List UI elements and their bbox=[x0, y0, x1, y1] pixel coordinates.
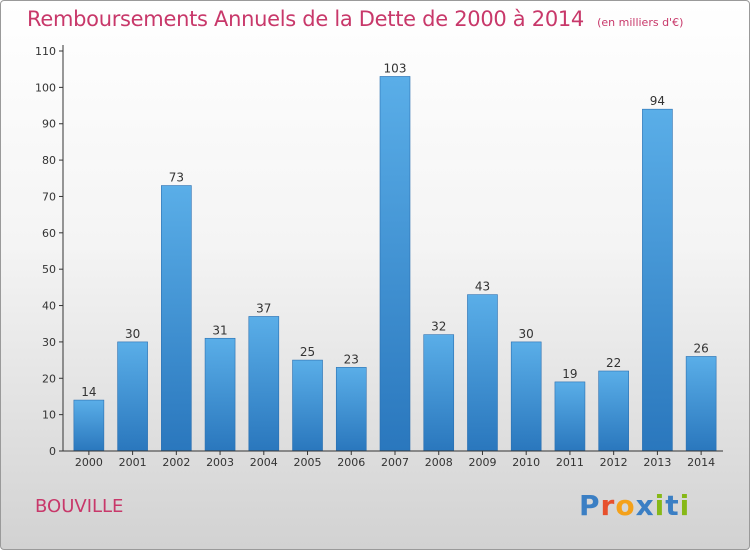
bar-2003 bbox=[204, 337, 236, 452]
value-label-2007: 103 bbox=[384, 61, 407, 75]
bar-2006 bbox=[335, 367, 367, 452]
value-label-2003: 31 bbox=[212, 323, 227, 337]
y-tick-label-70: 70 bbox=[42, 190, 56, 203]
value-label-2008: 32 bbox=[431, 320, 446, 334]
bar-2004 bbox=[248, 316, 280, 452]
chart-subtitle: (en milliers d'€) bbox=[597, 16, 684, 29]
bar-2014 bbox=[685, 356, 717, 452]
proxiti-logo: Proxiti bbox=[579, 489, 690, 522]
town-name: BOUVILLE bbox=[35, 496, 124, 517]
bar-2007 bbox=[379, 76, 411, 452]
bar-2013 bbox=[642, 108, 673, 452]
x-tick-label-2007: 2007 bbox=[381, 456, 409, 469]
y-tick-label-100: 100 bbox=[35, 81, 56, 94]
logo-letter: i bbox=[679, 489, 691, 522]
bar-2001 bbox=[117, 341, 148, 452]
value-label-2000: 14 bbox=[81, 385, 96, 399]
y-tick-label-90: 90 bbox=[42, 118, 56, 131]
x-tick-label-2012: 2012 bbox=[600, 456, 628, 469]
x-tick-label-2011: 2011 bbox=[556, 456, 584, 469]
y-tick-label-110: 110 bbox=[35, 45, 56, 58]
value-label-2001: 30 bbox=[125, 327, 140, 341]
x-tick-label-2001: 2001 bbox=[119, 456, 147, 469]
bar-2012 bbox=[598, 370, 629, 452]
x-tick-label-2008: 2008 bbox=[425, 456, 453, 469]
x-tick-label-2010: 2010 bbox=[512, 456, 540, 469]
x-tick-label-2005: 2005 bbox=[294, 456, 322, 469]
bar-2002 bbox=[161, 185, 192, 452]
bar-2005 bbox=[292, 359, 323, 452]
logo-letter: o bbox=[615, 489, 636, 522]
logo-letter: t bbox=[665, 489, 680, 522]
title-row: Remboursements Annuels de la Dette de 20… bbox=[27, 7, 683, 31]
y-tick-label-30: 30 bbox=[42, 336, 56, 349]
value-label-2009: 43 bbox=[475, 280, 490, 294]
value-label-2010: 30 bbox=[519, 327, 534, 341]
x-tick-label-2003: 2003 bbox=[206, 456, 234, 469]
x-tick-label-2009: 2009 bbox=[468, 456, 496, 469]
bar-2011 bbox=[554, 381, 586, 452]
x-tick-label-2013: 2013 bbox=[643, 456, 671, 469]
logo-letter: P bbox=[579, 489, 601, 522]
bar-2000 bbox=[73, 399, 105, 452]
value-label-2006: 23 bbox=[344, 352, 359, 366]
logo-letter: x bbox=[635, 489, 655, 522]
bars-group: 14 30 73 31 37 25 23 103 32 43 30 19 22 94 26 bbox=[73, 61, 717, 452]
y-tick-label-80: 80 bbox=[42, 154, 56, 167]
x-tick-label-2002: 2002 bbox=[162, 456, 190, 469]
value-label-2002: 73 bbox=[169, 171, 184, 185]
x-tick-label-2014: 2014 bbox=[687, 456, 715, 469]
y-tick-label-50: 50 bbox=[42, 263, 56, 276]
logo-letter: i bbox=[654, 489, 666, 522]
x-tick-label-2004: 2004 bbox=[250, 456, 278, 469]
bar-2010 bbox=[510, 341, 542, 452]
value-label-2012: 22 bbox=[606, 356, 621, 370]
chart-title: Remboursements Annuels de la Dette de 20… bbox=[27, 7, 584, 31]
y-tick-label-60: 60 bbox=[42, 227, 56, 240]
value-label-2011: 19 bbox=[562, 367, 577, 381]
x-tick-label-2000: 2000 bbox=[75, 456, 103, 469]
axes-group: 2000 2001 2002 2003 2004 2005 2006 2007 2008 2009… bbox=[35, 45, 723, 469]
value-label-2005: 25 bbox=[300, 345, 315, 359]
value-label-2013: 94 bbox=[650, 94, 665, 108]
x-tick-label-2006: 2006 bbox=[337, 456, 365, 469]
value-label-2014: 26 bbox=[693, 341, 708, 355]
value-label-2004: 37 bbox=[256, 301, 271, 315]
y-tick-label-10: 10 bbox=[42, 409, 56, 422]
y-tick-label-40: 40 bbox=[42, 300, 56, 313]
bar-2008 bbox=[423, 334, 455, 452]
bar-2009 bbox=[467, 294, 498, 452]
y-tick-label-0: 0 bbox=[49, 445, 56, 458]
logo-letter: r bbox=[600, 489, 616, 522]
y-tick-label-20: 20 bbox=[42, 372, 56, 385]
